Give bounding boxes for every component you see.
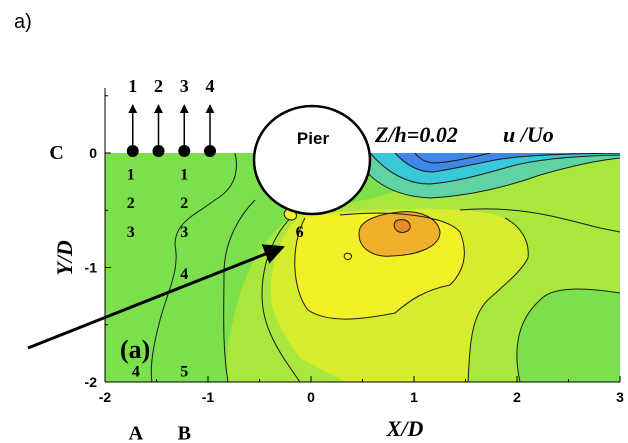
x-tick-label: 2 [513, 389, 521, 405]
x-tick-label: -2 [99, 389, 112, 405]
marker-label: 4 [180, 266, 188, 283]
panel-tag: a) [14, 11, 32, 33]
contour-line [150, 153, 237, 382]
probe-point [152, 145, 165, 157]
marker-label: 1 [180, 167, 188, 184]
blue-region [395, 153, 620, 172]
probe-label: 4 [206, 76, 215, 96]
contour-line [261, 209, 301, 382]
marker-label: 2 [127, 195, 135, 212]
x-axis-label: X/D [386, 416, 424, 441]
x-tick-label: 1 [410, 389, 418, 405]
x-ticks: -2 -1 0 1 2 3 [99, 376, 624, 405]
contour-field [105, 153, 620, 382]
x-tick-label: 0 [307, 389, 315, 405]
contour-line [343, 252, 352, 261]
contour-lines [150, 153, 620, 382]
panel-label: (a) [120, 335, 150, 364]
marker-label: 3 [180, 224, 188, 241]
orange-region [359, 211, 440, 257]
contour-line [294, 212, 465, 320]
y-tick-label: -2 [85, 374, 98, 390]
marker-label: A [129, 423, 144, 443]
x-tick-label: 3 [616, 389, 624, 405]
y-tick-label: -1 [85, 260, 98, 276]
probe-point [178, 145, 191, 157]
marker-label: C [49, 142, 63, 164]
marker-label: 1 [127, 167, 135, 184]
y-tick-label: 0 [89, 145, 97, 161]
marker-label: 5 [180, 364, 188, 381]
contour-line [393, 219, 411, 233]
contour-line [467, 217, 529, 382]
y-axis-label: Y/D [52, 240, 77, 276]
marker-label: 3 [127, 224, 135, 241]
axes: -2 -1 0 1 2 3 -2 -1 0 [85, 88, 624, 405]
probe-point [126, 145, 139, 157]
contour-line [516, 288, 620, 382]
probe-label: 2 [154, 76, 163, 96]
variable-label: u /Uo [503, 122, 554, 147]
marker-label: 4 [132, 364, 140, 381]
contour-line [414, 153, 491, 164]
marker-label: B [178, 423, 191, 443]
orange-core-region [394, 219, 411, 233]
x-tick-label: -1 [202, 389, 215, 405]
plane-label: Z/h=0.02 [374, 122, 458, 147]
pier-circle [252, 104, 372, 216]
probe-point [204, 145, 216, 157]
contour-line [394, 153, 620, 173]
marker-label: 2 [180, 195, 188, 212]
point-markers: C 1 1 2 2 3 3 4 6 4 5 A B [49, 142, 303, 443]
contour-line [459, 208, 620, 233]
annotation-arrow [27, 244, 285, 350]
y-ticks: -2 -1 0 [85, 95, 111, 390]
contour-line [369, 153, 620, 185]
probe-label: 1 [128, 76, 137, 96]
contour-line [358, 211, 441, 257]
probe-label: 3 [180, 76, 189, 96]
contour-line [354, 153, 620, 199]
marker-label: 6 [296, 224, 304, 241]
pier-label: Pier [297, 129, 330, 148]
